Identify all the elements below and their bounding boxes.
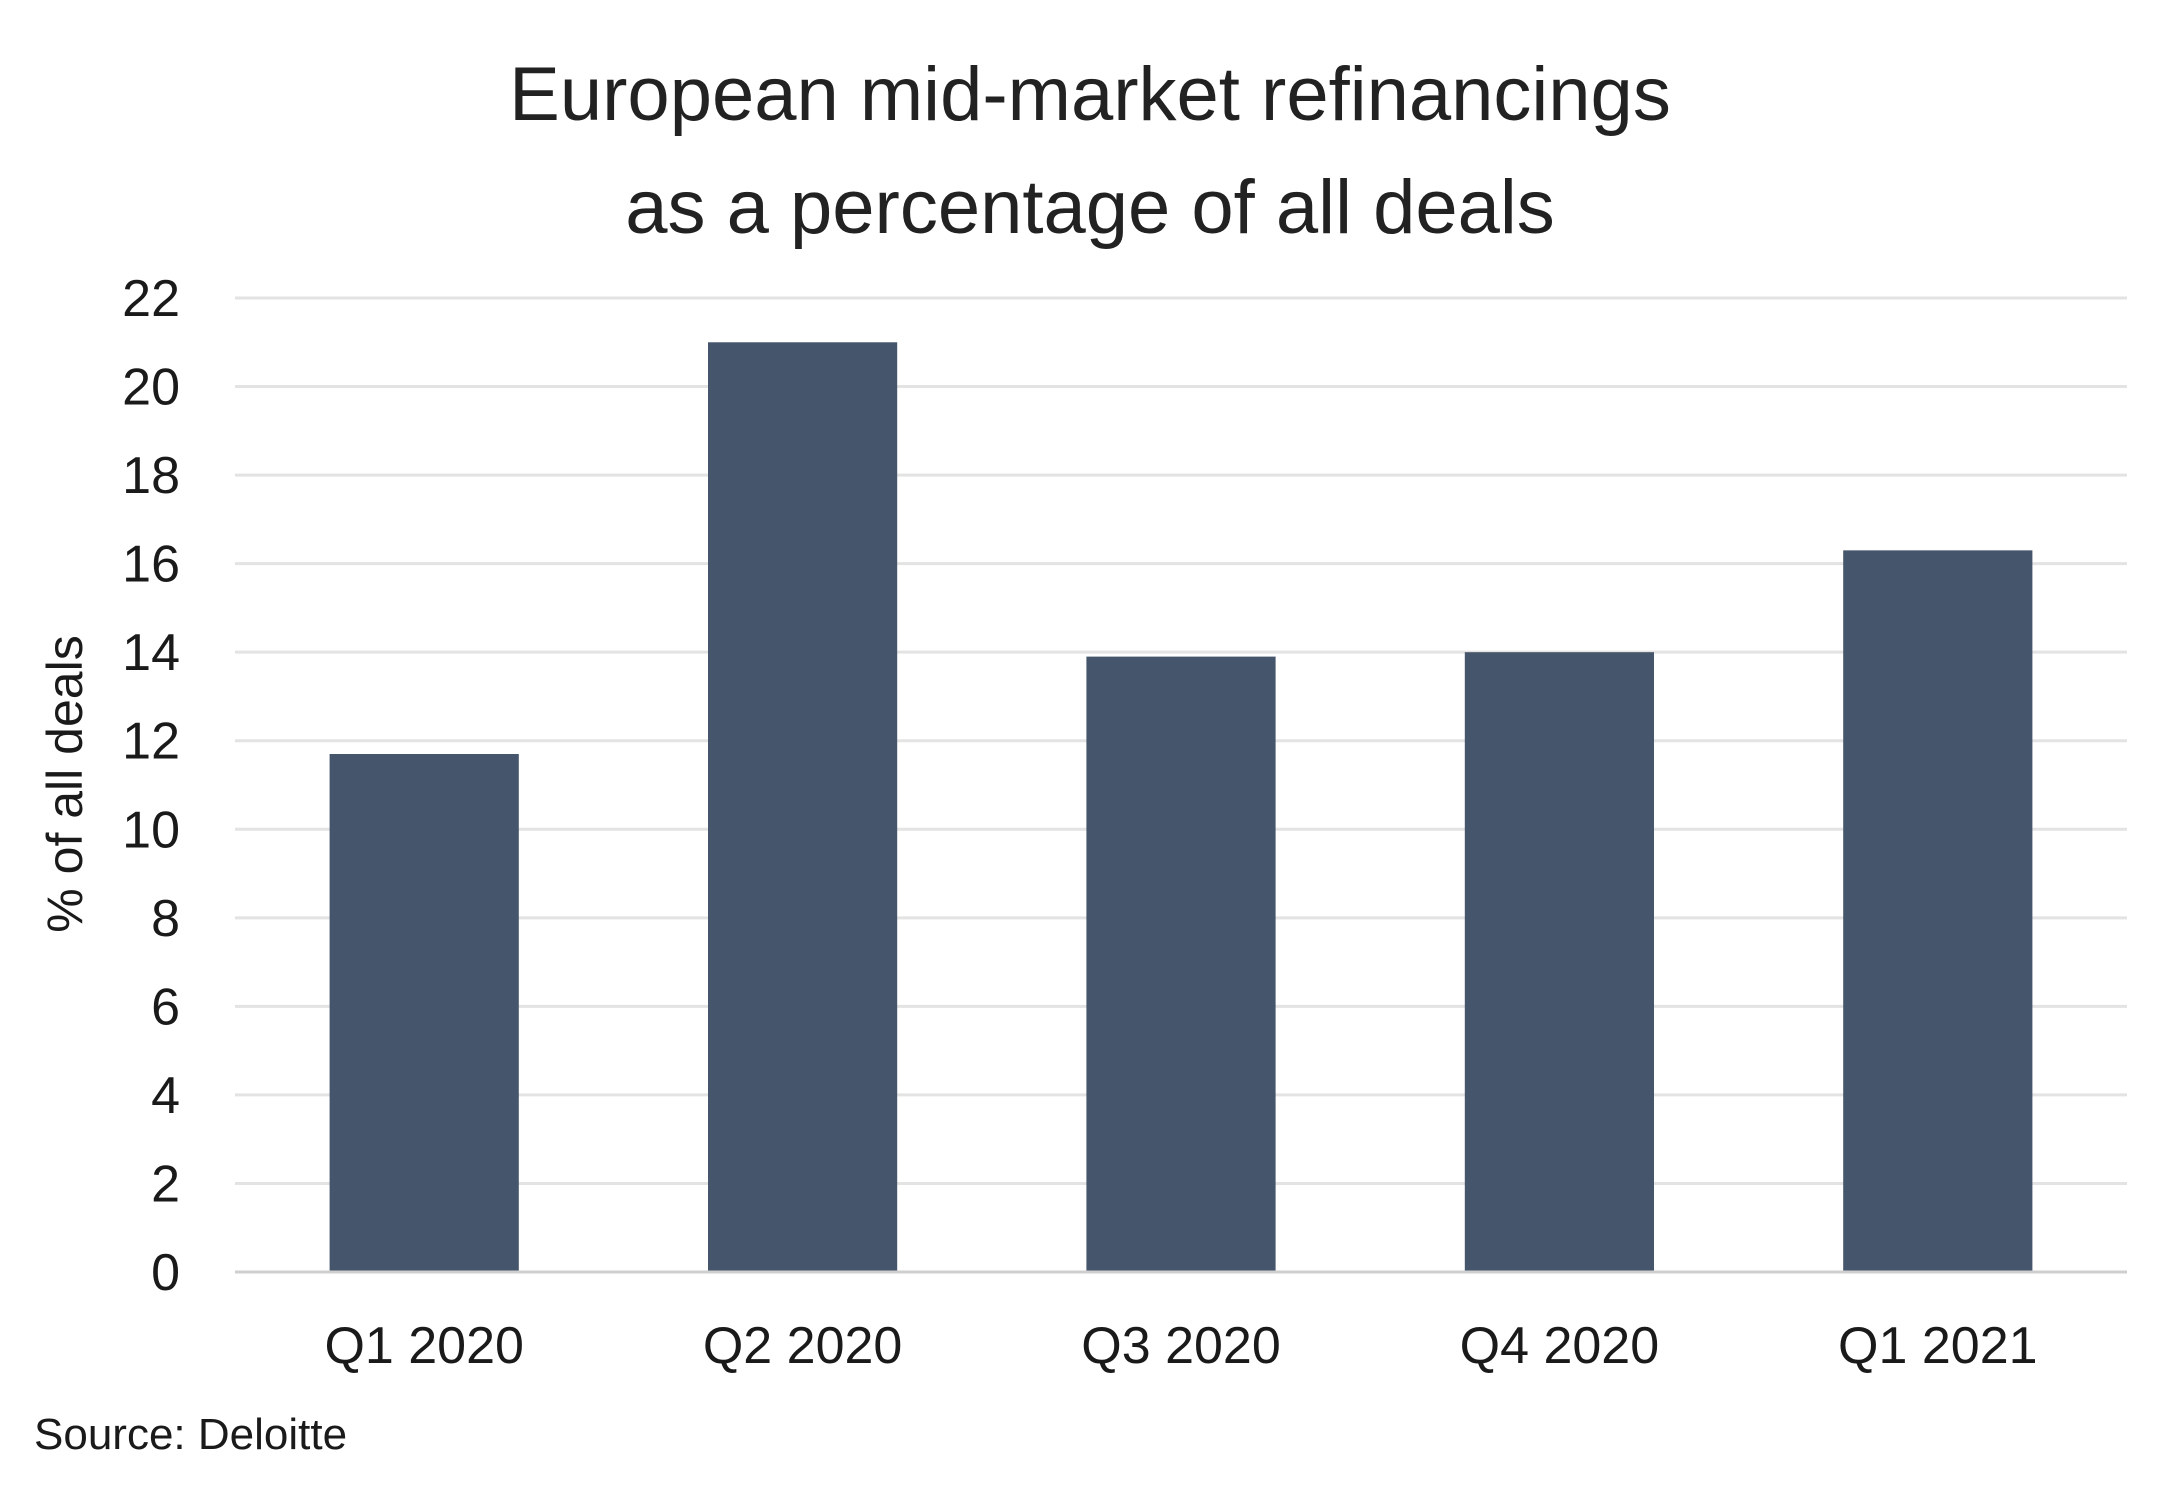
- y-tick-label: 8: [151, 890, 180, 948]
- y-axis-ticks: 0 2 4 6 8 10 12 14 16 18 20 22: [122, 270, 180, 1302]
- x-tick-label: Q2 2020: [703, 1317, 903, 1375]
- y-tick-label: 12: [122, 713, 180, 771]
- bar: [1086, 656, 1276, 1272]
- chart-title-line-1: European mid-market refinancings: [509, 52, 1671, 137]
- bar: [1843, 550, 2033, 1272]
- bars: [329, 342, 2033, 1273]
- y-tick-label: 22: [122, 270, 180, 328]
- x-tick-label: Q1 2021: [1838, 1317, 2038, 1375]
- x-tick-label: Q1 2020: [324, 1317, 524, 1375]
- source-note: Source: Deloitte: [34, 1410, 347, 1459]
- bar: [329, 754, 519, 1272]
- y-tick-label: 10: [122, 801, 180, 859]
- y-tick-label: 14: [122, 624, 180, 682]
- y-tick-label: 16: [122, 536, 180, 594]
- y-tick-label: 6: [151, 978, 180, 1036]
- y-tick-label: 2: [151, 1155, 180, 1213]
- y-tick-label: 20: [122, 359, 180, 417]
- x-axis-ticks: Q1 2020 Q2 2020 Q3 2020 Q4 2020 Q1 2021: [324, 1317, 2037, 1375]
- y-axis-label: % of all deals: [37, 635, 93, 932]
- bar: [708, 342, 898, 1273]
- y-tick-label: 4: [151, 1067, 180, 1125]
- y-tick-label: 0: [151, 1244, 180, 1302]
- y-tick-label: 18: [122, 447, 180, 505]
- chart-title-line-2: as a percentage of all deals: [625, 165, 1555, 250]
- x-tick-label: Q3 2020: [1081, 1317, 1281, 1375]
- bar: [1464, 652, 1654, 1272]
- x-tick-label: Q4 2020: [1460, 1317, 1660, 1375]
